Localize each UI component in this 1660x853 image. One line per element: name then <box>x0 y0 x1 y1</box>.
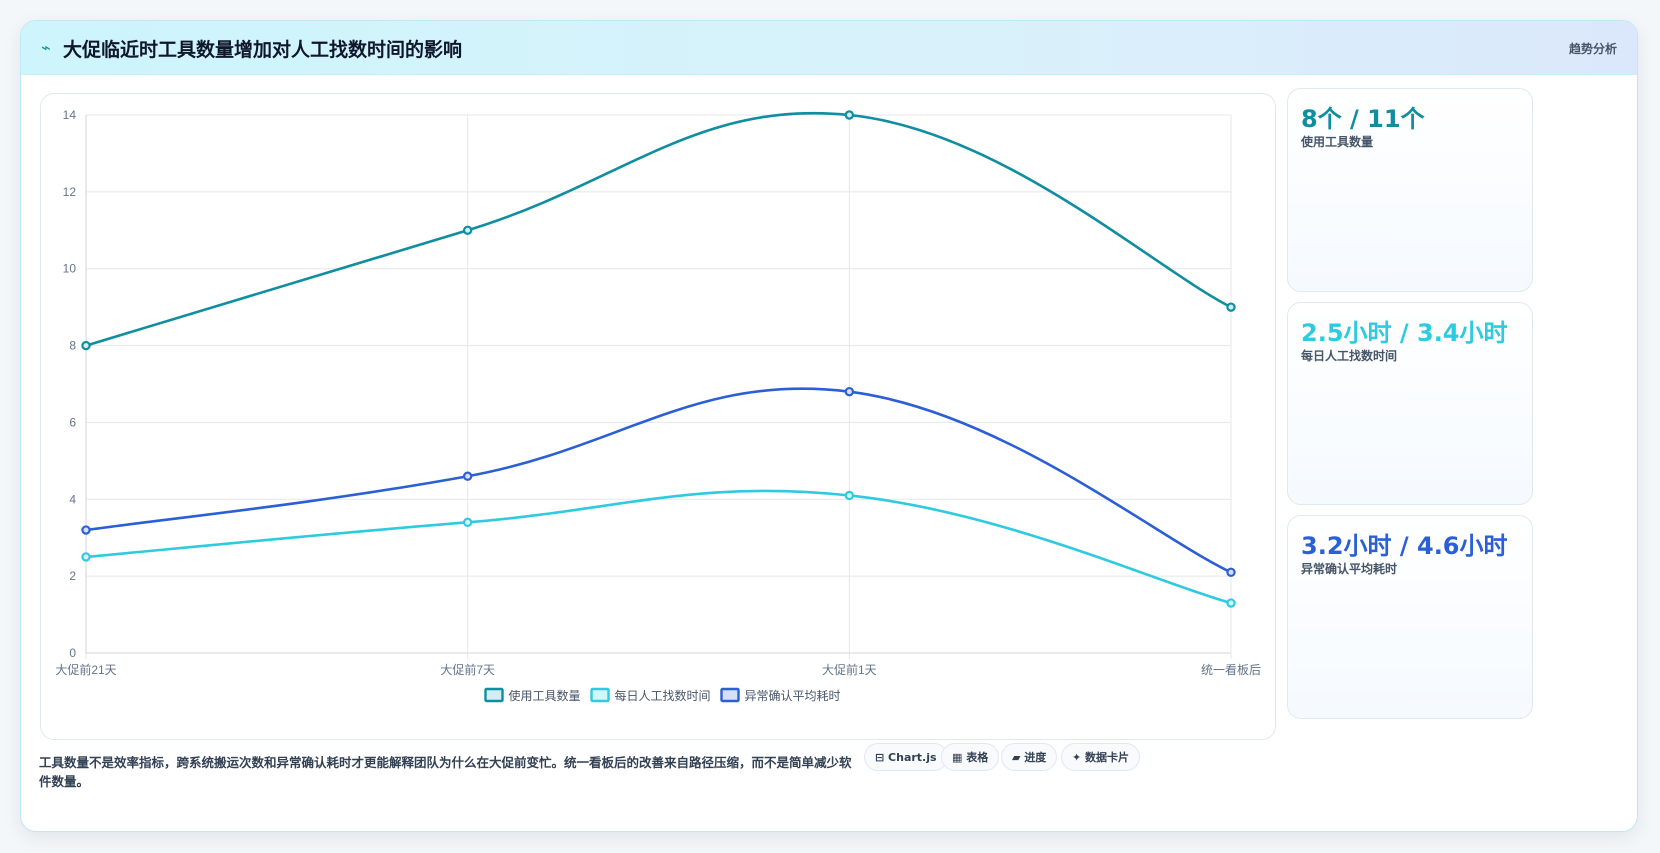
stat-card-tools: 8个 / 11个 使用工具数量 <box>1287 88 1533 292</box>
legend-label: 每日人工找数时间 <box>615 688 711 703</box>
data-point[interactable] <box>844 490 855 501</box>
pulse-icon: ⌁ <box>41 38 51 57</box>
legend-item-1[interactable]: 每日人工找数时间 <box>590 687 711 703</box>
data-point[interactable] <box>462 225 473 235</box>
y-tick-label: 8 <box>69 339 76 353</box>
legend-item-2[interactable]: 异常确认平均耗时 <box>720 687 841 703</box>
footer-note: 工具数量不是效率指标，跨系统搬运次数和异常确认耗时才更能解释团队为什么在大促前变… <box>39 755 852 789</box>
stat-value-anomaly-time: 3.2小时 / 4.6小时 <box>1301 532 1508 560</box>
chart-series <box>81 110 1236 608</box>
stat-card-search-time: 2.5小时 / 3.4小时 每日人工找数时间 <box>1287 302 1533 505</box>
line-chart-panel: 0 2 4 6 8 10 12 14 大促前21天 大促前7天 大促前1天 统一看板后 使用工具数量 每… <box>40 93 1276 740</box>
chart-axes: 0 2 4 6 8 10 12 14 大促前21天 大促前7天 大促前1天 统一看板后 <box>55 108 1261 677</box>
legend-swatch <box>484 687 504 703</box>
chart-legend[interactable]: 使用工具数量 每日人工找数时间 异常确认平均耗时 <box>484 687 841 703</box>
data-point[interactable] <box>81 525 91 535</box>
data-point[interactable] <box>462 471 473 481</box>
page-title: 大促临近时工具数量增加对人工找数时间的影响 <box>63 39 463 61</box>
legend-swatch <box>590 687 610 703</box>
series-line-0 <box>85 111 1232 347</box>
legend-swatch <box>720 687 740 703</box>
stat-label-search-time: 每日人工找数时间 <box>1301 349 1398 363</box>
data-point[interactable] <box>1226 302 1236 312</box>
y-tick-label: 4 <box>69 492 76 506</box>
legend-item-0[interactable]: 使用工具数量 <box>484 687 581 703</box>
data-point[interactable] <box>81 340 91 351</box>
trend-badge: 趋势分析 <box>1568 42 1617 56</box>
stat-label-anomaly-time: 异常确认平均耗时 <box>1301 562 1398 576</box>
y-tick-label: 12 <box>63 185 77 199</box>
series-line-1 <box>85 489 1232 605</box>
stat-card-anomaly-time: 3.2小时 / 4.6小时 异常确认平均耗时 <box>1287 515 1533 719</box>
dashboard-card: ⌁ 大促临近时工具数量增加对人工找数时间的影响 趋势分析 0 2 4 6 8 10 12 14… <box>20 20 1638 832</box>
progress-tag[interactable]: ▰ 进度 <box>1001 743 1058 771</box>
data-point[interactable] <box>1226 598 1236 608</box>
y-tick-label: 2 <box>69 569 76 583</box>
stat-value-search-time: 2.5小时 / 3.4小时 <box>1301 319 1508 347</box>
series-line-2 <box>85 387 1232 574</box>
x-tick-label: 大促前21天 <box>55 662 116 677</box>
data-point[interactable] <box>81 552 91 562</box>
data-point[interactable] <box>844 110 855 120</box>
legend-label: 异常确认平均耗时 <box>745 689 841 703</box>
stat-value-tools: 8个 / 11个 <box>1301 105 1425 133</box>
data-point[interactable] <box>462 517 473 528</box>
y-tick-label: 6 <box>69 415 76 429</box>
line-chart: 0 2 4 6 8 10 12 14 大促前21天 大促前7天 大促前1天 统一看板后 使用工具数量 每… <box>55 108 1261 703</box>
card-header: ⌁ 大促临近时工具数量增加对人工找数时间的影响 趋势分析 <box>21 21 1637 75</box>
x-tick-label: 大促前7天 <box>440 662 495 677</box>
y-tick-label: 0 <box>69 646 76 660</box>
y-tick-label: 14 <box>63 108 77 122</box>
legend-label: 使用工具数量 <box>509 688 581 703</box>
chart-js-tag[interactable]: ⊟ Chart.js <box>864 743 948 771</box>
stat-label-tools: 使用工具数量 <box>1301 135 1374 149</box>
table-tag[interactable]: ▦ 表格 <box>941 743 1000 771</box>
x-tick-label: 统一看板后 <box>1201 663 1261 677</box>
data-point[interactable] <box>1226 567 1236 577</box>
data-point[interactable] <box>844 386 855 397</box>
data-card-tag[interactable]: ✦ 数据卡片 <box>1061 743 1141 771</box>
x-tick-label: 大促前1天 <box>822 662 877 677</box>
y-tick-label: 10 <box>63 262 77 276</box>
chart-grid <box>85 114 1232 659</box>
